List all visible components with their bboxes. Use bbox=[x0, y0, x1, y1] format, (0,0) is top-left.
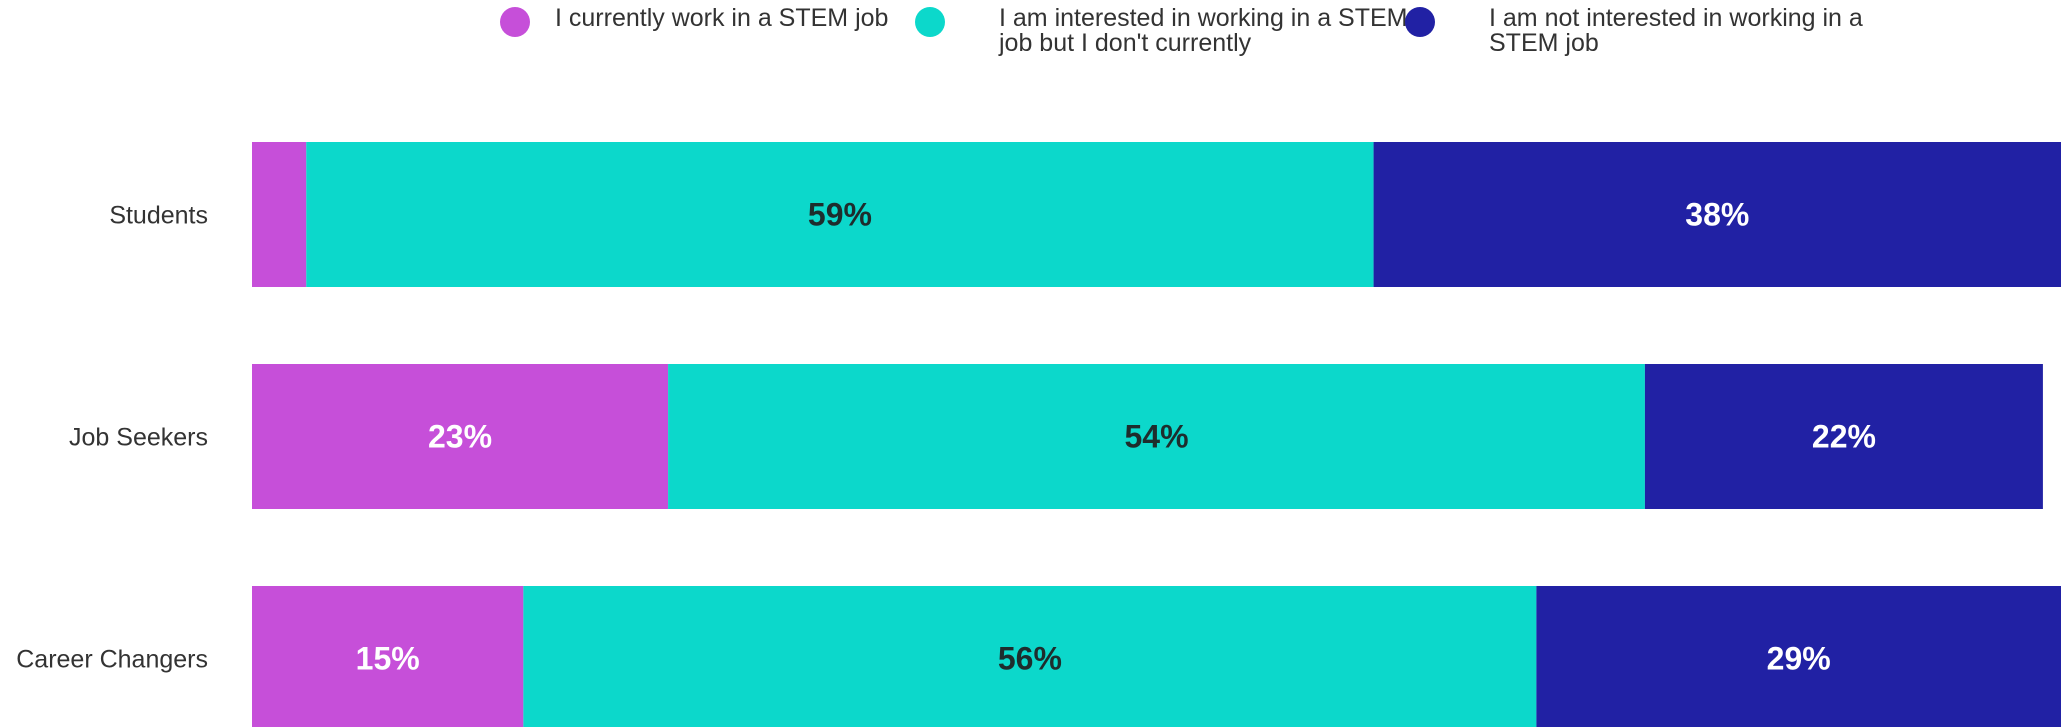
legend-label-current-stem: I currently work in a STEM job bbox=[555, 4, 889, 32]
legend-swatch-current-stem bbox=[500, 7, 530, 37]
bar-segment-job-seekers-series-2 bbox=[1644, 364, 2043, 509]
category-label-job-seekers: Job Seekers bbox=[69, 424, 208, 452]
bar-segment-career-changers-series-2 bbox=[1536, 586, 2061, 727]
data-label-job-seekers-series-0: 23% bbox=[428, 419, 492, 455]
data-label-career-changers-series-1: 56% bbox=[998, 641, 1062, 677]
bar-segment-students-series-1 bbox=[306, 142, 1374, 287]
data-label-career-changers-series-2: 29% bbox=[1767, 641, 1831, 677]
legend-swatch-not-interested-stem bbox=[1405, 7, 1435, 37]
legend-item-not-interested-stem: I am not interested in working in a STEM… bbox=[1405, 6, 1889, 56]
legend-item-interested-stem: I am interested in working in a STEM job… bbox=[915, 6, 1424, 56]
bar-segment-students-series-0 bbox=[252, 142, 307, 287]
legend-item-current-stem: I currently work in a STEM job bbox=[500, 6, 915, 37]
data-label-job-seekers-series-1: 54% bbox=[1124, 419, 1188, 455]
data-label-students-series-1: 59% bbox=[808, 197, 872, 233]
bar-segment-career-changers-series-1 bbox=[523, 586, 1537, 727]
bar-segment-job-seekers-series-0 bbox=[252, 364, 669, 509]
data-label-job-seekers-series-2: 22% bbox=[1812, 419, 1876, 455]
legend-swatch-interested-stem bbox=[915, 7, 945, 37]
bar-segment-career-changers-series-0 bbox=[252, 586, 524, 727]
legend-label-interested-stem: I am interested in working in a STEM job… bbox=[999, 4, 1408, 57]
category-label-students: Students bbox=[109, 202, 208, 230]
bar-segment-students-series-2 bbox=[1373, 142, 2061, 287]
data-label-students-series-2: 38% bbox=[1685, 197, 1749, 233]
chart-legend: I currently work in a STEM job I am inte… bbox=[0, 0, 2061, 70]
category-label-career-changers: Career Changers bbox=[16, 646, 208, 674]
legend-label-not-interested-stem: I am not interested in working in a STEM… bbox=[1489, 4, 1863, 57]
data-label-career-changers-series-0: 15% bbox=[356, 641, 420, 677]
bar-segment-job-seekers-series-1 bbox=[668, 364, 1645, 509]
